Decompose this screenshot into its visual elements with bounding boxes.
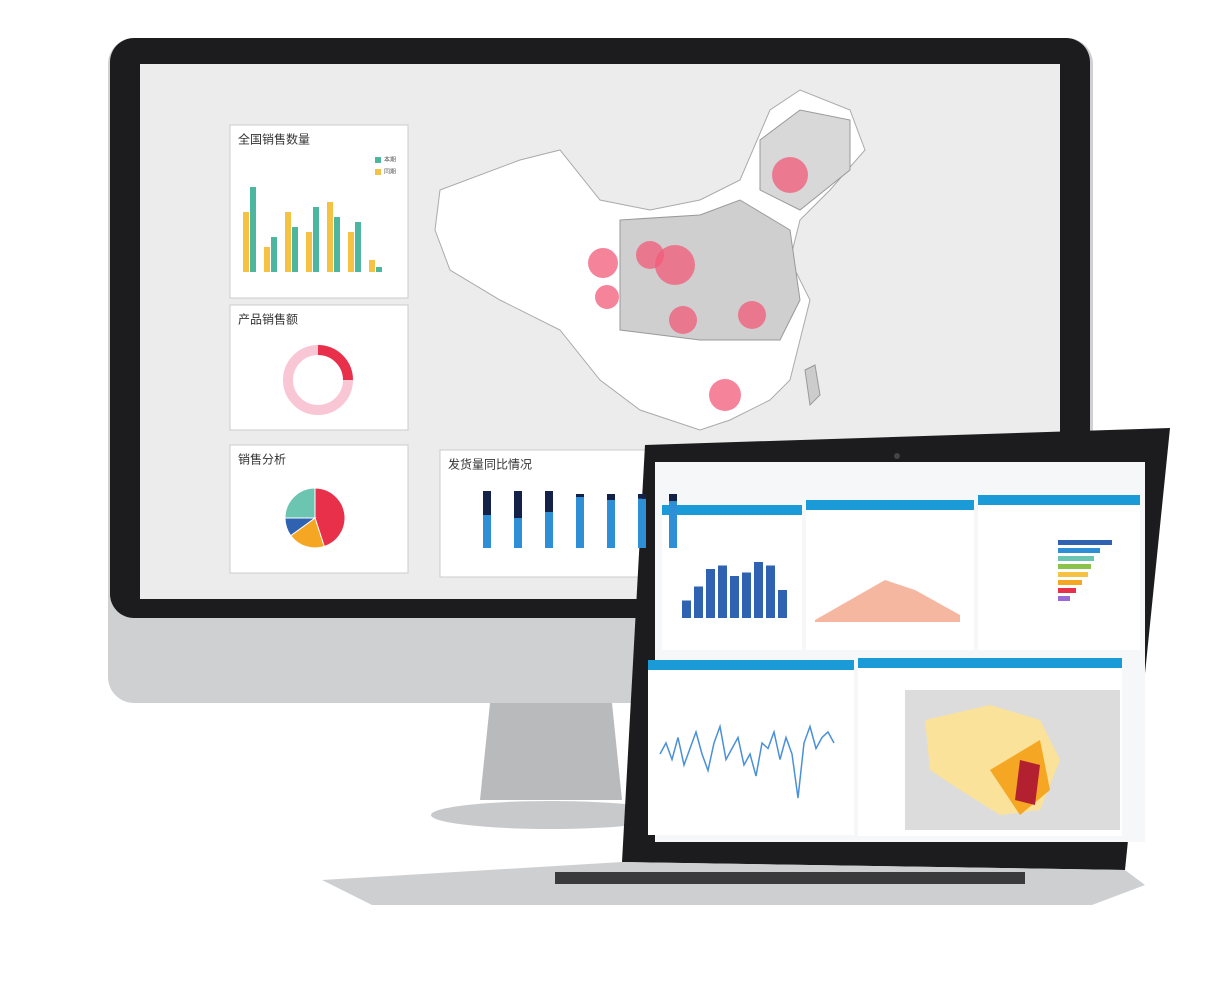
map-island: [804, 364, 821, 407]
map-region: [619, 199, 801, 341]
bar: [694, 586, 703, 618]
line-series: [659, 723, 835, 799]
panel-title: 全国销售数量: [238, 132, 310, 147]
bar: [669, 494, 677, 502]
bar: [576, 497, 584, 548]
laptop-keyboard: [555, 872, 1025, 884]
bar: [1058, 548, 1100, 553]
bar: [514, 518, 522, 548]
panel-title: 产品销售额: [238, 312, 298, 327]
bar: [607, 494, 615, 500]
bar: [718, 565, 727, 618]
bar: [514, 491, 522, 518]
bar: [271, 237, 277, 272]
bar: [706, 569, 715, 618]
monitor-neck: [480, 703, 622, 800]
bar: [369, 260, 375, 272]
bar: [576, 494, 584, 497]
legend-swatch: [375, 169, 381, 175]
bar: [545, 491, 553, 512]
bar: [766, 565, 775, 618]
bar: [1058, 580, 1082, 585]
bar: [1058, 564, 1091, 569]
bar: [1058, 588, 1076, 593]
bar: [638, 494, 646, 499]
bar: [292, 227, 298, 272]
monitor-base: [431, 801, 671, 829]
bar: [355, 222, 361, 272]
bar: [334, 217, 340, 272]
bar: [348, 232, 354, 272]
bar: [742, 572, 751, 618]
laptop-camera: [894, 453, 900, 459]
legend-label: 同期: [384, 168, 396, 176]
bar: [669, 501, 677, 548]
panel-title: 销售分析: [238, 452, 286, 467]
bar: [483, 515, 491, 548]
bar: [285, 212, 291, 272]
bar: [682, 600, 691, 618]
bar: [1058, 572, 1088, 577]
panel-title: 发货量同比情况: [448, 457, 532, 472]
laptop-panels: [648, 495, 1140, 836]
bar: [778, 590, 787, 618]
bar: [638, 498, 646, 548]
bar: [730, 576, 739, 618]
bar: [607, 500, 615, 548]
pie-slice: [314, 487, 346, 548]
pie-slice: [284, 487, 316, 519]
bar: [376, 267, 382, 272]
bar: [483, 491, 491, 515]
donut-segment: [317, 345, 353, 381]
bar: [306, 232, 312, 272]
bar: [243, 212, 249, 272]
bar: [313, 207, 319, 272]
bar: [264, 247, 270, 272]
bar: [754, 562, 763, 618]
bar: [327, 202, 333, 272]
donut-segment: [283, 345, 353, 415]
legend-label: 本期: [384, 156, 396, 164]
map-bubbles: [588, 157, 808, 411]
bar: [1058, 540, 1112, 545]
bar: [1058, 556, 1094, 561]
bar: [1058, 596, 1070, 601]
bar: [250, 187, 256, 272]
bar: [545, 512, 553, 548]
legend-swatch: [375, 157, 381, 163]
